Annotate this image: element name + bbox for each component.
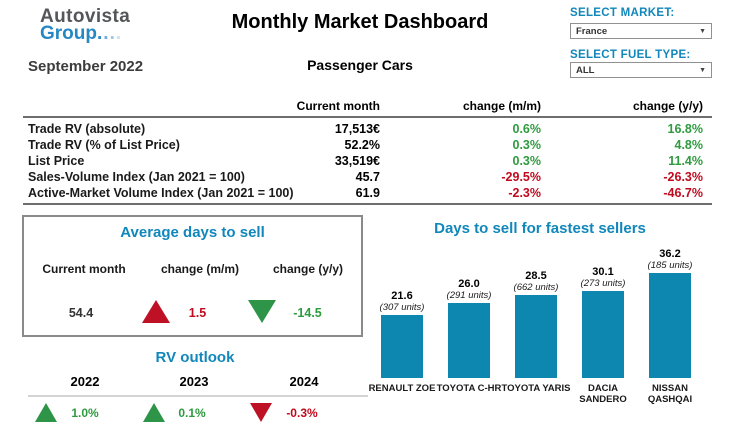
rv-year-2023: 2023: [179, 374, 209, 389]
bar-value-label: 21.6: [391, 290, 413, 302]
logo-line1: Autovista: [40, 6, 131, 27]
current-value: 45.7: [355, 170, 380, 184]
bar-units-label: (307 units): [379, 302, 425, 313]
up-triangle-icon: [142, 300, 170, 323]
chart-title: Days to sell for fastest sellers: [434, 220, 646, 237]
avg-days-to-sell-panel: Average days to sell Current month chang…: [22, 215, 363, 337]
bar-group: 21.6 (307 units): [357, 238, 447, 378]
bar-category-label: DACIA SANDERO: [579, 383, 627, 406]
report-period-label: September 2022: [28, 58, 144, 75]
bar-units-label: (185 units): [647, 260, 693, 271]
select-fuel-label: SELECT FUEL TYPE:: [570, 49, 691, 61]
change-mm-value: 0.3%: [512, 138, 542, 152]
bar-category-label: NISSAN QASHQAI: [647, 383, 693, 406]
panel-column-current-month: Current month: [42, 262, 126, 276]
rv-year-2022: 2022: [70, 374, 100, 389]
down-triangle-icon: [250, 403, 272, 422]
column-header-change-mm: change (m/m): [462, 99, 541, 113]
table-row: Trade RV (% of List Price) 52.2% 0.3% 4.…: [0, 138, 752, 154]
row-label: List Price: [28, 154, 85, 168]
up-triangle-icon: [143, 403, 165, 422]
change-mm-value: -2.3%: [508, 186, 541, 200]
bar-units-label: (662 units): [513, 282, 559, 293]
change-mm-value: 0.6%: [512, 122, 542, 136]
panel-column-change-yy: change (y/y): [272, 262, 344, 276]
bar-group: 26.0 (291 units): [424, 238, 514, 378]
divider-line: [28, 395, 368, 397]
page-title: Monthly Market Dashboard: [231, 11, 489, 33]
market-select-value: France: [576, 25, 608, 37]
segment-label: Passenger Cars: [307, 57, 413, 73]
dropdown-arrow-icon: ▼: [699, 27, 706, 35]
bar-category-label: TOYOTA C-HR: [436, 383, 502, 394]
divider-line: [23, 116, 712, 118]
column-header-change-yy: change (y/y): [632, 99, 703, 113]
rv-year-2024: 2024: [289, 374, 319, 389]
rv-outlook-title: RV outlook: [155, 349, 235, 366]
current-value: 17,513€: [334, 122, 380, 136]
current-value: 33,519€: [334, 154, 380, 168]
change-mm-value: 0.3%: [512, 154, 542, 168]
bar-value-label: 26.0: [458, 278, 480, 290]
change-yy-value: -46.7%: [663, 186, 703, 200]
table-row: Trade RV (absolute) 17,513€ 0.6% 16.8%: [0, 122, 752, 138]
change-yy-value: -26.3%: [663, 170, 703, 184]
bar-toyota-chr[interactable]: [448, 303, 490, 378]
rv-outlook-2024-value: -0.3%: [286, 406, 318, 420]
bar-value-label: 28.5: [525, 270, 547, 282]
autovista-group-logo: Autovista Group....: [40, 7, 130, 44]
rv-outlook-2022-value: 1.0%: [71, 406, 99, 420]
bar-value-label: 36.2: [659, 248, 681, 260]
select-market-label: SELECT MARKET:: [570, 7, 675, 19]
logo-line2: Group....: [40, 23, 123, 45]
down-triangle-icon: [248, 300, 276, 323]
bar-value-label: 30.1: [592, 266, 614, 278]
bar-group: 28.5 (662 units): [491, 238, 581, 378]
logo-dots-icon: ....: [97, 23, 123, 45]
bar-dacia-sandero[interactable]: [582, 291, 624, 378]
row-label: Sales-Volume Index (Jan 2021 = 100): [28, 170, 245, 184]
change-yy-value: 4.8%: [674, 138, 704, 152]
market-select[interactable]: France ▼: [570, 23, 712, 39]
bar-group: 36.2 (185 units): [625, 238, 715, 378]
current-value: 52.2%: [344, 138, 380, 152]
table-row: Sales-Volume Index (Jan 2021 = 100) 45.7…: [0, 170, 752, 186]
row-label: Trade RV (absolute): [28, 122, 146, 136]
current-value: 61.9: [355, 186, 380, 200]
bar-units-label: (273 units): [580, 278, 626, 289]
fuel-select-value: ALL: [576, 64, 595, 76]
column-header-current-month: Current month: [296, 99, 380, 113]
bar-category-label: RENAULT ZOE: [368, 383, 436, 394]
row-label: Active-Market Volume Index (Jan 2021 = 1…: [28, 186, 294, 200]
avg-days-current-value: 54.4: [68, 306, 94, 320]
bar-group: 30.1 (273 units): [558, 238, 648, 378]
rv-outlook-2023-value: 0.1%: [178, 406, 206, 420]
row-label: Trade RV (% of List Price): [28, 138, 180, 152]
bar-renault-zoe[interactable]: [381, 315, 423, 378]
bar-toyota-yaris[interactable]: [515, 295, 557, 378]
kpi-table-header: Current month change (m/m) change (y/y): [0, 99, 752, 114]
bar-category-label: TOYOTA YARIS: [501, 383, 571, 394]
bar-units-label: (291 units): [446, 290, 492, 301]
table-row: List Price 33,519€ 0.3% 11.4%: [0, 154, 752, 170]
table-row: Active-Market Volume Index (Jan 2021 = 1…: [0, 186, 752, 202]
change-yy-value: 11.4%: [668, 154, 703, 168]
up-triangle-icon: [35, 403, 57, 422]
fuel-type-select[interactable]: ALL ▼: [570, 62, 712, 78]
panel-column-change-mm: change (m/m): [160, 262, 239, 276]
avg-days-change-mm-value: 1.5: [188, 306, 207, 320]
panel-title: Average days to sell: [120, 224, 265, 241]
divider-line: [23, 203, 712, 205]
change-mm-value: -29.5%: [501, 170, 541, 184]
change-yy-value: 16.8%: [667, 122, 703, 136]
dropdown-arrow-icon: ▼: [699, 66, 706, 74]
bar-nissan-qashqai[interactable]: [649, 273, 691, 378]
avg-days-change-yy-value: -14.5: [293, 306, 322, 320]
